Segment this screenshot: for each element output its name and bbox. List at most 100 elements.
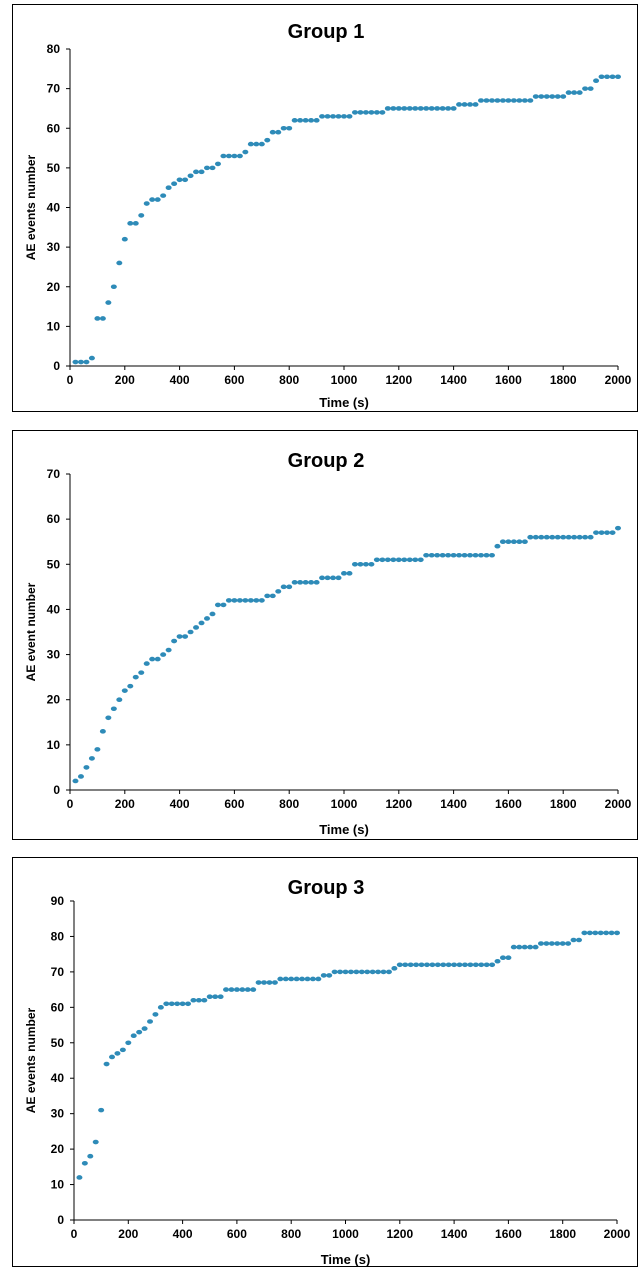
x-tick-label: 1600	[495, 797, 522, 811]
data-point	[198, 169, 205, 175]
x-tick-label: 400	[170, 797, 190, 811]
data-point	[412, 557, 419, 563]
data-point	[581, 930, 588, 936]
data-point	[560, 94, 567, 99]
data-point	[275, 129, 282, 135]
data-point	[357, 110, 364, 115]
data-point	[570, 937, 577, 943]
data-point	[384, 557, 391, 563]
y-tick-label: 20	[51, 1142, 65, 1156]
data-point	[149, 656, 156, 662]
data-point	[308, 580, 315, 585]
data-point	[608, 930, 615, 936]
data-point	[195, 997, 202, 1003]
data-point	[368, 110, 375, 115]
data-point	[324, 114, 331, 119]
data-point	[390, 106, 397, 111]
data-point	[165, 647, 172, 653]
data-point	[299, 976, 306, 982]
data-point	[456, 962, 463, 968]
data-point	[220, 602, 227, 608]
data-point	[521, 98, 528, 103]
data-point	[472, 962, 479, 968]
x-tick-label: 200	[118, 1227, 138, 1241]
data-point	[214, 602, 221, 608]
x-axis-label: Time (s)	[321, 1252, 371, 1267]
y-tick-label: 60	[47, 121, 61, 135]
data-point	[549, 534, 556, 540]
data-point	[417, 557, 424, 563]
data-point	[434, 106, 441, 111]
data-point	[209, 165, 216, 171]
data-point	[187, 173, 194, 179]
data-point	[353, 969, 360, 975]
y-tick-label: 10	[51, 1178, 65, 1192]
chart-panel-group-1: Group 1 0 10 20 30 40 50 60 70 80 0 200 400 600 800 10…	[12, 4, 638, 412]
data-point	[364, 969, 371, 975]
data-point	[258, 141, 265, 147]
data-point	[560, 534, 567, 540]
data-point	[532, 94, 539, 99]
x-tick-label: 600	[224, 797, 244, 811]
data-point	[499, 98, 506, 103]
data-point	[362, 561, 369, 567]
data-point	[615, 74, 621, 80]
data-point	[136, 1029, 143, 1035]
x-tick-label: 1000	[332, 1227, 359, 1241]
data-point	[609, 74, 616, 80]
y-tick-label: 30	[51, 1107, 65, 1121]
data-point	[233, 987, 240, 992]
data-point	[269, 593, 276, 599]
x-tick-label: 1400	[441, 1227, 468, 1241]
data-point	[375, 969, 382, 975]
data-point	[330, 575, 337, 581]
data-point	[499, 955, 506, 961]
data-point	[176, 177, 183, 183]
data-point	[461, 552, 468, 558]
data-point	[291, 118, 298, 123]
data-point	[456, 552, 463, 558]
data-point	[326, 973, 333, 978]
x-tick-label: 800	[279, 797, 299, 811]
data-point	[99, 316, 106, 321]
x-tick-label: 1000	[331, 373, 358, 387]
data-point	[149, 197, 156, 202]
data-point	[423, 552, 430, 558]
data-point	[423, 962, 430, 968]
data-point	[521, 539, 528, 545]
data-point	[351, 110, 358, 115]
data-point	[110, 284, 117, 290]
data-point	[532, 534, 539, 540]
data-point	[609, 530, 616, 535]
data-point	[615, 525, 621, 531]
data-point	[231, 598, 238, 603]
x-tick-label: 1200	[386, 1227, 413, 1241]
data-point	[255, 980, 262, 985]
data-point	[406, 106, 413, 111]
data-point	[185, 1001, 192, 1007]
data-point	[304, 976, 311, 982]
data-point	[83, 359, 90, 365]
x-tick-label: 0	[67, 797, 74, 811]
data-point	[160, 652, 167, 657]
data-point	[341, 571, 347, 576]
y-tick-label: 40	[51, 1071, 65, 1085]
y-tick-label: 50	[47, 161, 61, 175]
data-point	[77, 774, 84, 779]
data-point	[494, 98, 501, 103]
data-point	[341, 114, 347, 119]
data-point	[335, 114, 342, 119]
data-point	[527, 534, 534, 540]
x-tick-label: 1200	[385, 797, 412, 811]
data-point	[125, 1040, 132, 1046]
data-point	[582, 86, 589, 91]
data-point	[483, 962, 490, 968]
data-point	[505, 539, 512, 545]
data-point	[94, 747, 101, 752]
data-point	[489, 962, 496, 968]
data-point	[450, 552, 457, 558]
data-point	[157, 1005, 164, 1010]
data-point	[440, 962, 447, 968]
data-point	[277, 976, 284, 982]
